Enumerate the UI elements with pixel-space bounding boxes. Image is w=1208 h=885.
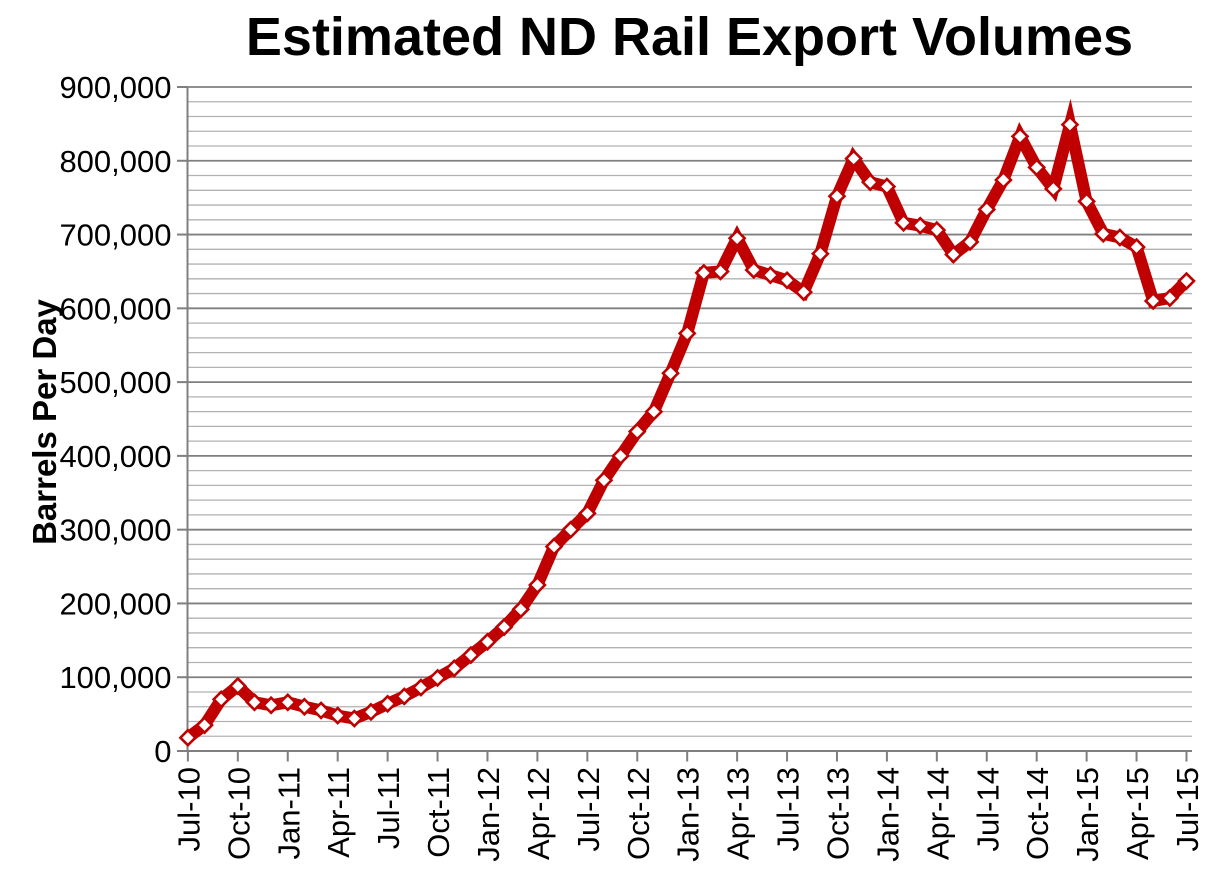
series-marker: [328, 706, 348, 725]
y-tick-label: 100,000: [59, 660, 171, 695]
y-tick-label: 0: [154, 734, 171, 769]
y-tick-label: 200,000: [59, 586, 171, 621]
series-marker: [711, 262, 730, 281]
series-marker: [1127, 237, 1146, 257]
series-marker: [461, 645, 481, 665]
series-marker: [361, 702, 381, 722]
series-marker: [1177, 271, 1196, 291]
series-marker: [577, 504, 597, 523]
series-marker: [1010, 127, 1030, 146]
y-tick-label: 700,000: [59, 218, 171, 253]
x-tick-label: Oct-11: [421, 767, 456, 858]
series-marker: [544, 537, 564, 556]
series-marker: [428, 668, 447, 688]
series-marker: [761, 265, 780, 285]
series-marker: [594, 470, 614, 490]
series-marker: [511, 600, 531, 619]
x-tick-label: Jul-14: [970, 767, 1005, 851]
series-marker: [245, 692, 264, 712]
series-marker: [411, 678, 431, 697]
x-tick-label: Apr-15: [1120, 767, 1155, 860]
series-marker: [844, 149, 863, 168]
series-marker: [1044, 179, 1063, 199]
series-marker: [1027, 158, 1047, 177]
series-marker: [561, 520, 581, 540]
series-marker: [344, 709, 364, 728]
series-line: [184, 98, 1191, 743]
x-tick-label: Jul-10: [171, 767, 206, 851]
series-marker: [960, 232, 980, 252]
x-tick-label: Jul-15: [1170, 767, 1205, 851]
series-marker: [378, 694, 397, 714]
series-marker: [478, 632, 497, 652]
y-tick-label: 400,000: [59, 439, 171, 474]
series-marker: [611, 446, 630, 466]
x-tick-label: Oct-13: [820, 767, 855, 860]
series-marker: [694, 263, 714, 283]
x-tick-label: Apr-13: [721, 767, 756, 860]
x-tick-label: Jan-12: [471, 767, 506, 862]
series-marker: [528, 575, 547, 595]
series-marker: [860, 172, 880, 192]
series-marker: [644, 402, 664, 421]
series-marker: [1110, 228, 1130, 247]
series-marker: [195, 715, 214, 735]
series-marker: [877, 177, 897, 196]
series-marker: [894, 213, 913, 233]
series-marker: [794, 282, 814, 302]
series-marker: [744, 260, 764, 280]
x-tick-label: Jan-11: [271, 767, 306, 860]
series-marker: [1060, 115, 1080, 134]
series-marker: [1093, 224, 1113, 244]
series-marker: [295, 697, 314, 717]
series-marker: [944, 245, 963, 264]
series-marker: [228, 676, 248, 696]
y-tick-label: 500,000: [59, 365, 171, 400]
series-marker: [178, 728, 198, 748]
series-marker: [827, 186, 847, 206]
series-marker: [627, 422, 647, 441]
chart-title: Estimated ND Rail Export Volumes: [245, 7, 1134, 67]
series-marker: [661, 363, 680, 383]
x-tick-label: Jan-15: [1070, 767, 1105, 862]
x-tick-label: Apr-12: [521, 767, 556, 860]
series-marker: [1160, 288, 1180, 308]
x-tick-label: Oct-12: [621, 767, 656, 860]
x-tick-label: Jul-12: [571, 767, 606, 851]
x-tick-label: Jan-13: [671, 767, 706, 862]
series-marker: [677, 324, 697, 343]
y-tick-label: 600,000: [59, 291, 171, 326]
series-marker: [211, 690, 231, 709]
y-tick-label: 900,000: [59, 70, 171, 105]
series-marker: [1143, 291, 1163, 311]
x-tick-label: Jul-11: [371, 767, 406, 849]
series-marker: [311, 701, 331, 720]
series-marker: [994, 170, 1013, 190]
series-marker: [910, 216, 930, 236]
series-marker: [927, 220, 947, 240]
series-marker: [444, 659, 464, 678]
x-tick-label: Oct-10: [221, 767, 256, 860]
y-tick-label: 300,000: [59, 513, 171, 548]
series-marker: [810, 244, 830, 264]
series-marker: [261, 695, 281, 715]
x-tick-label: Apr-11: [321, 767, 356, 858]
series-marker: [727, 228, 747, 248]
x-tick-label: Oct-14: [1020, 767, 1055, 860]
y-tick-label: 800,000: [59, 144, 171, 179]
x-tick-label: Apr-14: [920, 767, 955, 860]
x-tick-label: Jan-14: [870, 767, 905, 862]
series-marker: [278, 692, 298, 712]
series-marker: [394, 687, 414, 706]
series-marker: [777, 270, 797, 290]
series-marker: [1077, 192, 1096, 211]
series-marker: [494, 617, 514, 637]
series-marker: [977, 200, 997, 219]
x-tick-label: Jul-13: [771, 767, 806, 851]
